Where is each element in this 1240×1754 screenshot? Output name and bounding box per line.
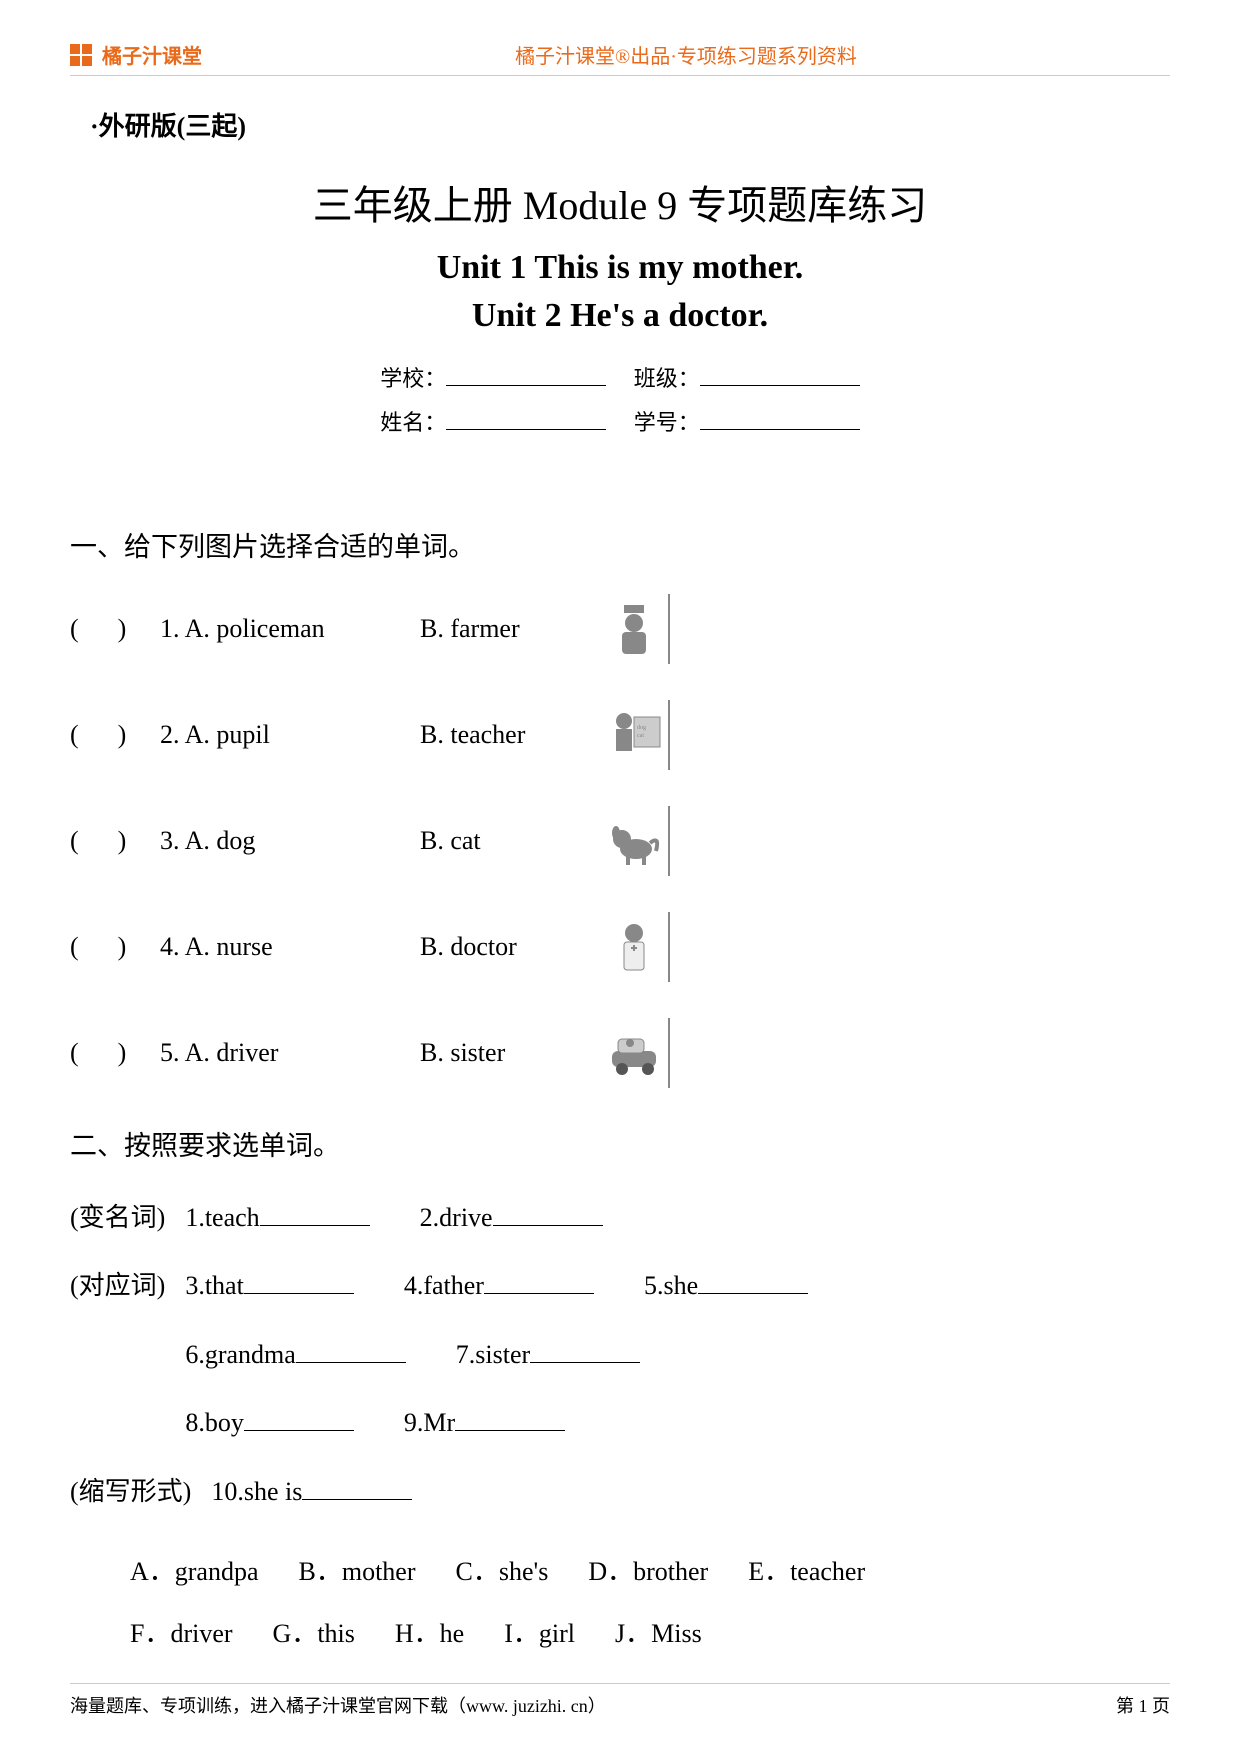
- answer-paren[interactable]: ( ): [70, 826, 160, 856]
- section2-body: (变名词) 1.teach 2.drive (对应词) 3.that 4.father 5.…: [70, 1187, 1170, 1523]
- footer-right: 第 1 页: [1116, 1692, 1170, 1718]
- name-blank[interactable]: [446, 412, 606, 430]
- main-title: 三年级上册 Module 9 专项题库练习: [70, 173, 1170, 231]
- word-item: 3.that: [185, 1255, 354, 1317]
- unit1-title: Unit 1 This is my mother.: [70, 249, 1170, 287]
- section1-list: ( ) 1. A. policeman B. farmer ( ) 2. A. …: [70, 594, 1170, 1088]
- section1-title: 一、给下列图片选择合适的单词。: [70, 525, 1170, 564]
- option-a: 5. A. driver: [160, 1038, 420, 1068]
- word-item: 1.teach: [185, 1187, 369, 1249]
- header-subtitle: 橘子汁课堂®出品·专项练习题系列资料: [202, 40, 1170, 69]
- answer-blank[interactable]: [260, 1208, 370, 1226]
- option-b: B. farmer: [420, 614, 600, 644]
- choice-option: I．girl: [504, 1603, 575, 1665]
- option-b: B. cat: [420, 826, 600, 856]
- answer-blank[interactable]: [484, 1276, 594, 1294]
- id-blank[interactable]: [700, 412, 860, 430]
- student-info: 学校： 班级： 姓名： 学号：: [70, 357, 1170, 445]
- question-row: ( ) 3. A. dog B. cat: [70, 806, 1170, 876]
- id-label: 学号：: [634, 410, 700, 435]
- question-row: ( ) 4. A. nurse B. doctor: [70, 912, 1170, 982]
- answer-blank[interactable]: [493, 1208, 603, 1226]
- word-item: 7.sister: [456, 1324, 640, 1386]
- word-row: (对应词)8.boy9.Mr: [70, 1392, 1170, 1454]
- choice-bank: A．grandpa B．mother C．she's D．brother E．teach…: [70, 1541, 1170, 1666]
- choice-option: A．grandpa: [130, 1541, 259, 1603]
- choice-option: J．Miss: [615, 1603, 702, 1665]
- policeman-icon: [600, 594, 670, 664]
- choices-row-2: F．driver G．this H．he I．girl J．Miss: [130, 1603, 1170, 1665]
- word-item: 5.she: [644, 1255, 808, 1317]
- word-item: 8.boy: [185, 1392, 354, 1454]
- title-block: 三年级上册 Module 9 专项题库练习 Unit 1 This is my …: [70, 173, 1170, 445]
- dog-icon: [600, 806, 670, 876]
- class-label: 班级：: [634, 366, 700, 391]
- option-b: B. doctor: [420, 932, 600, 962]
- answer-blank[interactable]: [296, 1345, 406, 1363]
- driver-icon: [600, 1018, 670, 1088]
- name-label: 姓名：: [380, 410, 446, 435]
- group-label: (变名词): [70, 1187, 165, 1249]
- unit2-title: Unit 2 He's a doctor.: [70, 297, 1170, 335]
- question-row: ( ) 1. A. policeman B. farmer: [70, 594, 1170, 664]
- school-label: 学校：: [380, 366, 446, 391]
- option-a: 2. A. pupil: [160, 720, 420, 750]
- word-item: 4.father: [404, 1255, 594, 1317]
- group-label: (缩写形式): [70, 1461, 191, 1523]
- doctor-icon: [600, 912, 670, 982]
- svg-text:cat: cat: [637, 733, 644, 739]
- answer-blank[interactable]: [455, 1413, 565, 1431]
- section2-title: 二、按照要求选单词。: [70, 1124, 1170, 1163]
- answer-blank[interactable]: [698, 1276, 808, 1294]
- choice-option: C．she's: [456, 1541, 549, 1603]
- question-row: ( ) 5. A. driver B. sister: [70, 1018, 1170, 1088]
- logo-icon: [70, 44, 92, 66]
- version-label: ·外研版(三起): [90, 106, 1170, 143]
- school-blank[interactable]: [446, 368, 606, 386]
- footer-left: 海量题库、专项训练，进入橘子汁课堂官网下载（www. juzizhi. cn）: [70, 1692, 606, 1718]
- word-item: 9.Mr: [404, 1392, 565, 1454]
- brand-name: 橘子汁课堂: [102, 40, 202, 69]
- page-header: 橘子汁课堂 橘子汁课堂®出品·专项练习题系列资料: [70, 40, 1170, 76]
- choice-option: D．brother: [588, 1541, 708, 1603]
- word-row: (对应词)6.grandma7.sister: [70, 1324, 1170, 1386]
- word-item: 6.grandma: [185, 1324, 405, 1386]
- word-item: 10.she is: [211, 1461, 412, 1523]
- option-a: 1. A. policeman: [160, 614, 420, 644]
- choice-option: F．driver: [130, 1603, 233, 1665]
- answer-blank[interactable]: [244, 1413, 354, 1431]
- answer-blank[interactable]: [244, 1276, 354, 1294]
- word-row: (对应词) 3.that 4.father 5.she: [70, 1255, 1170, 1317]
- answer-paren[interactable]: ( ): [70, 720, 160, 750]
- word-item: 2.drive: [420, 1187, 603, 1249]
- page-footer: 海量题库、专项训练，进入橘子汁课堂官网下载（www. juzizhi. cn） …: [70, 1683, 1170, 1718]
- answer-paren[interactable]: ( ): [70, 932, 160, 962]
- option-a: 3. A. dog: [160, 826, 420, 856]
- choice-option: E．teacher: [748, 1541, 865, 1603]
- choice-option: B．mother: [299, 1541, 416, 1603]
- word-row: (变名词) 1.teach 2.drive: [70, 1187, 1170, 1249]
- choices-row-1: A．grandpa B．mother C．she's D．brother E．teach…: [130, 1541, 1170, 1603]
- question-row: ( ) 2. A. pupil B. teacher dog cat: [70, 700, 1170, 770]
- option-b: B. teacher: [420, 720, 600, 750]
- group-label: (对应词): [70, 1255, 165, 1317]
- brand-logo: 橘子汁课堂: [70, 40, 202, 69]
- choice-option: G．this: [273, 1603, 355, 1665]
- class-blank[interactable]: [700, 368, 860, 386]
- option-b: B. sister: [420, 1038, 600, 1068]
- answer-paren[interactable]: ( ): [70, 1038, 160, 1068]
- choice-option: H．he: [395, 1603, 464, 1665]
- answer-paren[interactable]: ( ): [70, 614, 160, 644]
- teacher-icon: dog cat: [600, 700, 670, 770]
- answer-blank[interactable]: [302, 1482, 412, 1500]
- option-a: 4. A. nurse: [160, 932, 420, 962]
- answer-blank[interactable]: [530, 1345, 640, 1363]
- word-row: (缩写形式) 10.she is: [70, 1461, 1170, 1523]
- svg-text:dog: dog: [637, 725, 646, 731]
